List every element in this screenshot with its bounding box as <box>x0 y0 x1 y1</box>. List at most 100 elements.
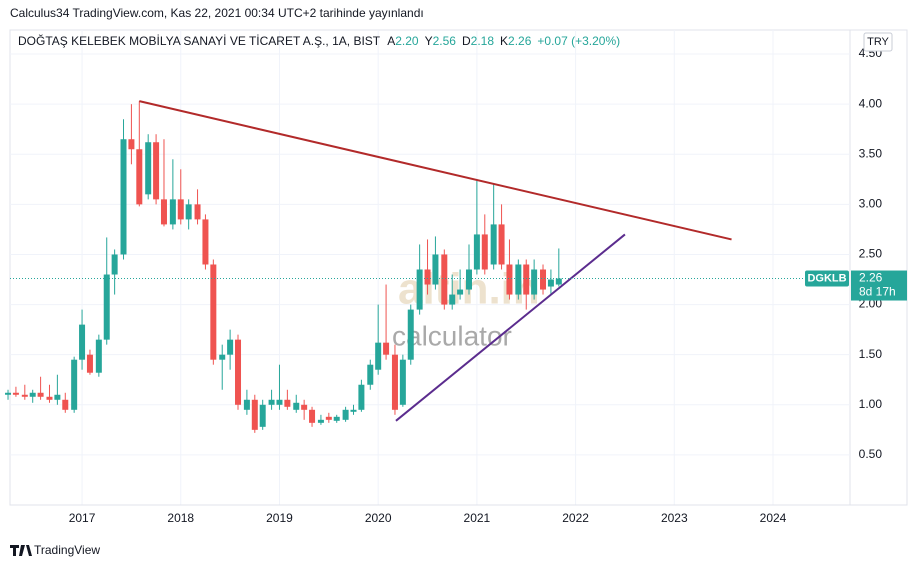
currency: TRY <box>867 36 889 48</box>
candle-body <box>531 269 538 295</box>
countdown-label: 8d 17h <box>859 285 896 299</box>
candle-body <box>490 224 497 265</box>
x-tick-label: 2017 <box>69 511 96 525</box>
x-tick-label: 2019 <box>266 511 293 525</box>
candle-body <box>95 339 102 373</box>
candle-body <box>46 396 53 400</box>
candle-body <box>399 359 406 405</box>
x-tick-label: 2022 <box>562 511 589 525</box>
candle-body <box>481 234 488 270</box>
candle-body <box>293 402 300 410</box>
candle-body <box>136 149 143 205</box>
y-tick-label: 0.50 <box>859 447 883 461</box>
candle-body <box>540 269 547 290</box>
candle-body <box>202 219 209 265</box>
ohlc-value: 2.56 <box>433 34 457 48</box>
candle-body <box>177 199 184 220</box>
candle-body <box>251 399 258 430</box>
candle-body <box>301 404 308 410</box>
candle-body <box>79 324 86 360</box>
x-tick-label: 2020 <box>365 511 392 525</box>
candle-body <box>432 254 439 285</box>
candle-body <box>12 392 19 395</box>
candle-body <box>37 392 44 397</box>
symbol-label-bg <box>805 270 849 287</box>
candle-body <box>457 289 464 295</box>
symbol-name: DOĞTAŞ KELEBEK MOBİLYA SANAYİ VE TİCARET… <box>18 33 381 48</box>
candle-body <box>169 199 176 225</box>
candle-body <box>194 204 201 220</box>
candle-body <box>407 309 414 360</box>
candle-body <box>259 404 266 427</box>
y-tick-label: 3.00 <box>859 197 883 211</box>
x-tick-label: 2024 <box>760 511 787 525</box>
candle-body <box>5 392 12 395</box>
x-tick-label: 2021 <box>464 511 491 525</box>
candle-body <box>449 294 456 305</box>
footer-brand: TradingView <box>34 543 100 557</box>
candle-body <box>21 394 28 397</box>
ohlc-label: D <box>462 34 471 48</box>
candle-body <box>515 264 522 295</box>
y-tick-label: 3.50 <box>859 146 883 160</box>
ohlc-label: K <box>500 34 508 48</box>
candle-body <box>547 279 554 287</box>
candle-body <box>498 224 505 265</box>
grid: 0.501.001.502.002.503.003.504.004.502017… <box>10 30 882 525</box>
ohlc-label: Y <box>425 34 433 48</box>
candle-body <box>309 409 316 423</box>
candle-body <box>441 254 448 305</box>
candle-body <box>333 416 340 421</box>
marks <box>5 100 732 433</box>
candle-body <box>555 278 562 285</box>
candle-body <box>120 139 127 255</box>
ohlc-value: 2.18 <box>471 34 495 48</box>
ohlc-change: +0.07 (+3.20%) <box>537 34 620 48</box>
ohlc-value: 2.20 <box>395 34 419 48</box>
candle-body <box>160 199 167 225</box>
publisher: Calculus34 TradingView.com, Kas 22, 2021… <box>10 6 424 20</box>
candle-body <box>325 416 332 420</box>
x-tick-label: 2023 <box>661 511 688 525</box>
ohlc-label: A <box>387 34 395 48</box>
candle-body <box>276 399 283 405</box>
candle-body <box>465 269 472 290</box>
candle-body <box>243 399 250 410</box>
candle-body <box>342 409 349 420</box>
candle-body <box>367 364 374 385</box>
candle-body <box>358 384 365 410</box>
trendline <box>139 100 732 241</box>
candle-body <box>317 419 324 423</box>
candle-body <box>71 359 78 410</box>
candle-body <box>383 342 390 355</box>
candle-body <box>103 274 110 340</box>
ohlc-value: 2.26 <box>508 34 532 48</box>
candle-body <box>185 204 192 220</box>
candle-body <box>523 264 530 295</box>
y-tick-label: 1.50 <box>859 347 883 361</box>
price-label-bg <box>851 270 907 301</box>
candle-body <box>111 254 118 275</box>
symbol-label: DGKLB <box>807 272 846 284</box>
currency-box <box>863 32 893 52</box>
candle-body <box>62 399 69 410</box>
candle-body <box>473 234 480 270</box>
candle-body <box>375 342 382 370</box>
candle-body <box>506 264 513 295</box>
candle-body <box>219 354 226 360</box>
y-tick-label: 2.50 <box>859 247 883 261</box>
tradingview-logo <box>10 545 32 556</box>
candle-body <box>350 409 357 412</box>
candle-body <box>54 394 61 400</box>
candle-body <box>235 339 242 405</box>
candle-body <box>210 264 217 360</box>
candle-body <box>86 354 93 373</box>
candle-body <box>391 354 398 410</box>
candle-body <box>227 339 234 355</box>
price-label: 2.26 <box>859 271 883 285</box>
candle-body <box>424 269 431 285</box>
candle-body <box>29 392 36 397</box>
